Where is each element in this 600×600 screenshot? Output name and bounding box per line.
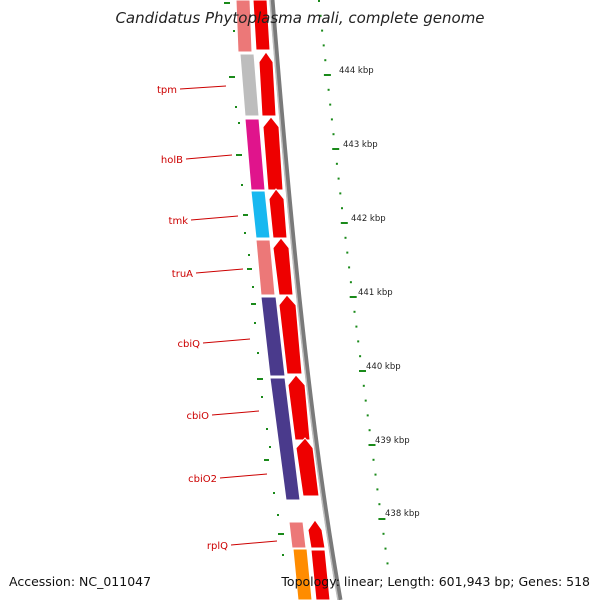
scale-major-tick <box>340 222 348 224</box>
gene-block-truA <box>255 239 276 296</box>
gene-label-cbiO: cbiO <box>187 411 210 422</box>
gene-label-rplQ: rplQ <box>207 541 228 552</box>
scale-label-443: 443 kbp <box>343 140 378 150</box>
scale-major-tick <box>368 444 376 446</box>
gene-block-orange <box>292 548 313 600</box>
gene-arrow-partial-top <box>252 0 271 51</box>
scale-minor-tick <box>346 251 349 254</box>
scale-major-tick <box>332 148 340 150</box>
scale-minor-tick <box>348 266 351 269</box>
scale-label-438: 438 kbp <box>385 509 420 519</box>
accession-text: Accession: NC_011047 <box>9 574 151 589</box>
scale-minor-tick <box>357 340 360 343</box>
scale-minor-tick <box>339 192 342 195</box>
scale-label-440: 440 kbp <box>366 362 401 372</box>
scale-label-442: 442 kbp <box>351 214 386 224</box>
gene-label-truA: truA <box>172 269 193 280</box>
gene-block-rplQ <box>288 521 307 549</box>
scale-ticks <box>318 0 389 565</box>
gene-block-cbiQ <box>260 296 286 377</box>
scale-minor-tick <box>319 14 322 17</box>
gene-block-cbiO <box>269 377 301 501</box>
gene-arrow-8 <box>307 519 326 549</box>
scale-labels: 444 kbp 443 kbp 442 kbp 441 kbp 440 kbp … <box>339 66 420 519</box>
gene-arrow-6 <box>287 374 311 441</box>
gene-arrow-9 <box>310 549 331 600</box>
scale-major-tick <box>378 518 386 520</box>
scale-label-444: 444 kbp <box>339 66 374 76</box>
genome-backbone <box>269 0 343 600</box>
gene-arrow-3 <box>268 188 288 239</box>
gene-label-cbiO2: cbiO2 <box>188 474 217 485</box>
gene-block-tmk <box>250 190 271 239</box>
scale-minor-tick <box>376 488 379 491</box>
gene-arrow-1 <box>258 51 277 117</box>
gene-block-partial-top <box>235 0 253 53</box>
scale-label-439: 439 kbp <box>375 436 410 446</box>
forward-strand-arrows <box>258 51 331 600</box>
scale-minor-tick <box>384 547 387 550</box>
scale-minor-tick <box>327 88 330 91</box>
scale-minor-tick <box>329 103 332 106</box>
scale-minor-tick <box>359 355 362 358</box>
scale-minor-tick <box>330 118 333 121</box>
gene-arrow-4 <box>272 237 294 296</box>
scale-minor-tick <box>374 473 377 476</box>
scale-minor-tick <box>353 310 356 313</box>
gene-label-tmk: tmk <box>169 216 189 227</box>
gene-labels: tpm holB tmk truA cbiQ cbiO cbiO2 rplQ <box>157 85 278 552</box>
scale-minor-tick <box>332 133 335 136</box>
scale-minor-tick <box>318 0 320 2</box>
map-title: Candidatus Phytoplasma mali, complete ge… <box>115 9 484 27</box>
scale-minor-tick <box>382 532 385 535</box>
gene-arrow-5 <box>278 294 303 375</box>
gene-block-holB <box>244 118 266 191</box>
scale-minor-tick <box>335 162 338 165</box>
scale-minor-tick <box>362 384 365 387</box>
scale-major-tick <box>359 370 366 372</box>
gene-label-tpm: tpm <box>157 85 177 96</box>
scale-minor-tick <box>386 562 389 565</box>
scale-major-tick <box>323 74 331 76</box>
scale-minor-tick <box>344 236 347 239</box>
genome-backbone-highlight <box>269 0 339 600</box>
scale-minor-tick <box>341 207 343 210</box>
scale-minor-tick <box>364 399 367 402</box>
gene-arrow-7 <box>295 437 320 497</box>
scale-minor-tick <box>366 414 369 417</box>
scale-minor-tick <box>355 325 358 328</box>
scale-minor-tick <box>324 59 327 62</box>
scale-minor-tick <box>349 281 352 284</box>
scale-minor-tick <box>321 29 324 32</box>
left-ticks <box>224 2 284 556</box>
scale-minor-tick <box>378 503 381 506</box>
scale-minor-tick <box>372 458 375 461</box>
scale-minor-tick <box>368 429 371 432</box>
gene-label-holB: holB <box>161 155 183 166</box>
gene-block-tpm <box>239 53 260 117</box>
gene-label-cbiQ: cbiQ <box>178 339 201 350</box>
genome-summary-text: Topology: linear; Length: 601,943 bp; Ge… <box>280 574 590 589</box>
gene-blocks <box>239 53 313 600</box>
gene-arrow-2 <box>262 116 284 191</box>
scale-minor-tick <box>322 44 325 47</box>
scale-minor-tick <box>337 177 340 180</box>
scale-label-441: 441 kbp <box>358 288 393 298</box>
scale-major-tick <box>349 296 357 298</box>
